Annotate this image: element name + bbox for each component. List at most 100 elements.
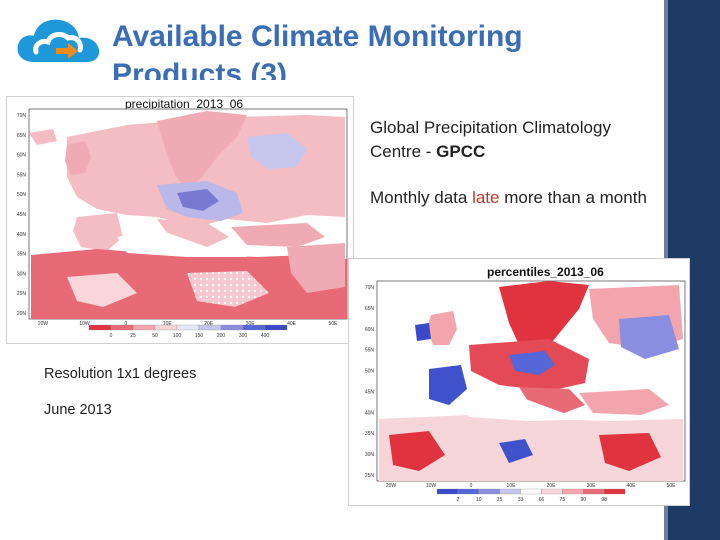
map1-legend-swatch xyxy=(88,324,112,331)
map1-lon-label: 30E xyxy=(246,321,256,327)
map1-turkey xyxy=(231,223,325,247)
map1-lat-label: 70N xyxy=(17,113,27,119)
map1-lat-label: 50N xyxy=(17,192,27,198)
map2-lat-label: 35N xyxy=(365,431,375,437)
info-source-acronym: GPCC xyxy=(436,142,486,161)
map2-legend-swatch xyxy=(603,488,626,495)
map2-lon-label: 10E xyxy=(507,483,517,489)
map2-legend-label: 2 xyxy=(456,497,459,503)
cloud-arrow-icon xyxy=(17,19,100,62)
precipitation-map: 70N 65N 60N 55N 50N 45N 40N 35N 30N 25N 20N 20W 10W… xyxy=(17,108,348,339)
percentiles-map: 70N 65N 60N 55N 50N 45N 40N 35N 30N 25N 20W 10W 0 10… xyxy=(365,280,686,503)
map2-legend-swatch xyxy=(583,488,605,495)
map1-lon-label: 40E xyxy=(287,321,297,327)
map2-lat-label: 45N xyxy=(365,389,375,395)
map2-lat-label: 50N xyxy=(365,369,375,375)
info-source-prefix: Global Precipitation Climatology Centre … xyxy=(370,118,611,161)
map1-legend-label: 0 xyxy=(110,333,113,339)
map2-legend-label: 98 xyxy=(601,497,607,503)
map2-sea xyxy=(459,393,599,421)
map2-lon-label: 0 xyxy=(470,483,473,489)
map2-title: percentiles_2013_06 xyxy=(487,265,604,279)
map2-legend-label: 33 xyxy=(518,497,524,503)
map2-legend-swatch xyxy=(457,488,479,495)
map2-legend-swatch xyxy=(499,488,521,495)
map2-legend-swatch xyxy=(520,488,542,495)
map1-lat-label: 20N xyxy=(17,311,27,317)
map1-legend-swatch xyxy=(264,324,288,331)
date-note: June 2013 xyxy=(44,402,112,418)
map1-legend-label: 200 xyxy=(217,333,226,339)
map1-lat-label: 45N xyxy=(17,212,27,218)
map2-legend-label: 25 xyxy=(497,497,503,503)
map2-lon-axis: 20W 10W 0 10E 20E 30E 40E 50E xyxy=(386,483,676,489)
map1-lon-label: 10E xyxy=(163,321,173,327)
info-source: Global Precipitation Climatology Centre … xyxy=(370,116,660,164)
map2-lat-label: 70N xyxy=(365,285,375,291)
map1-legend-swatch xyxy=(132,324,156,331)
map2-lat-label: 55N xyxy=(365,348,375,354)
map1-lat-label: 30N xyxy=(17,271,27,277)
map1-lat-label: 40N xyxy=(17,232,27,238)
info-latency-a: Monthly data xyxy=(370,188,473,207)
map1-legend-label: 150 xyxy=(195,333,204,339)
map2-scandinavia xyxy=(499,281,589,359)
map2-lon-label: 40E xyxy=(627,483,637,489)
map2-lat-label: 60N xyxy=(365,327,375,333)
map1-legend-swatch xyxy=(176,324,200,331)
map2-lon-label: 20W xyxy=(386,483,397,489)
map1-colorbar: 0 25 50 100 150 200 300 400 xyxy=(88,324,288,339)
map2-legend-label: 75 xyxy=(560,497,566,503)
map1-sea xyxy=(117,229,257,257)
map2-africa-blue xyxy=(499,439,533,463)
resolution-note: Resolution 1x1 degrees xyxy=(44,366,197,382)
map1-lon-label: 0 xyxy=(124,321,127,327)
map1-lon-label: 20W xyxy=(38,321,49,327)
map1-east-wet xyxy=(247,133,307,169)
map2-legend-swatch xyxy=(478,488,500,495)
map1-legend-swatch xyxy=(110,324,134,331)
map1-legend-swatch xyxy=(154,324,178,331)
map1-africa-dry2 xyxy=(187,271,269,307)
map2-lat-label: 40N xyxy=(365,410,375,416)
map2-legend-label: 66 xyxy=(539,497,545,503)
map1-uk xyxy=(65,141,91,175)
map2-africa-red xyxy=(389,431,445,471)
slide-title: Available Climate Monitoring Products (3… xyxy=(112,20,523,80)
precipitation-map-panel: precipitation_2013_06 70N 65N 60N 55N 50N 45N… xyxy=(6,96,354,344)
map2-turkey xyxy=(579,389,669,415)
map2-ireland-wet xyxy=(415,323,431,341)
map1-lon-label: 50E xyxy=(329,321,339,327)
map1-legend-label: 100 xyxy=(173,333,182,339)
info-latency-b: more than a month xyxy=(499,188,647,207)
map2-lat-label: 65N xyxy=(365,306,375,312)
map1-lon-label: 20E xyxy=(204,321,214,327)
map1-africa-dry xyxy=(67,273,137,307)
map1-lat-label: 60N xyxy=(17,153,27,159)
map2-uk xyxy=(427,311,457,345)
map1-iberia xyxy=(73,213,123,251)
map1-title: precipitation_2013_06 xyxy=(125,97,244,111)
map2-russia-wet xyxy=(619,315,679,359)
map2-legend-label: 10 xyxy=(476,497,482,503)
map2-lon-label: 20E xyxy=(547,483,557,489)
map2-lon-label: 50E xyxy=(667,483,677,489)
map1-legend-swatch xyxy=(242,324,266,331)
map2-iberia-wet xyxy=(429,365,467,405)
map1-italy-balkans xyxy=(157,219,229,247)
info-latency: Monthly data late more than a month xyxy=(370,186,660,210)
map1-lat-label: 65N xyxy=(17,133,27,139)
map1-legend-label: 300 xyxy=(239,333,248,339)
map1-lat-label: 55N xyxy=(17,172,27,178)
map1-lat-axis: 70N 65N 60N 55N 50N 45N 40N 35N 30N 25N 20N xyxy=(17,113,27,317)
map2-central-blue xyxy=(509,351,555,375)
info-block: Global Precipitation Climatology Centre … xyxy=(370,116,660,232)
map1-lat-label: 35N xyxy=(17,252,27,258)
map1-central-wet2 xyxy=(177,189,219,211)
map1-legend-label: 25 xyxy=(130,333,136,339)
map2-lat-label: 30N xyxy=(365,452,375,458)
map2-legend-swatch xyxy=(562,488,584,495)
map1-legend-swatch xyxy=(220,324,244,331)
map2-lon-label: 10W xyxy=(426,483,437,489)
map2-africa-red2 xyxy=(599,433,661,471)
